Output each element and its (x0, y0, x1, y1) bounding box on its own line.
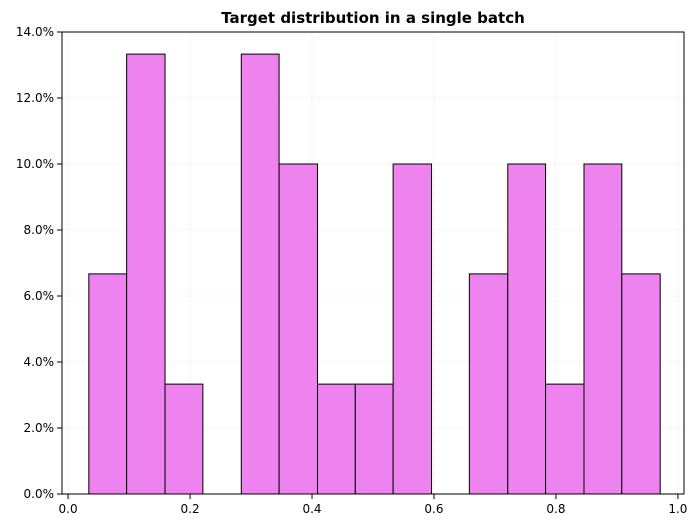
histogram-bar-5 (278, 163, 319, 495)
histogram-bar-11 (507, 163, 547, 495)
histogram-bar-2 (164, 383, 204, 495)
histogram-bar-8 (392, 163, 433, 495)
x-tick-label-3: 0.6 (424, 502, 443, 516)
y-tick-label-4: 8.0% (24, 223, 55, 237)
x-axis-ticks: 0.0 0.2 0.4 0.6 0.8 1.0 (59, 494, 687, 516)
y-axis-ticks: 0.0% 2.0% 4.0% 6.0% 8.0% 10.0% 12.0% 14.0% (16, 25, 62, 501)
y-tick-label-1: 2.0% (24, 421, 55, 435)
y-tick-label-6: 12.0% (16, 91, 54, 105)
x-tick-label-5: 1.0 (668, 502, 687, 516)
histogram-bar-12 (545, 383, 585, 495)
bars-layer (88, 53, 661, 495)
y-tick-label-7: 14.0% (16, 25, 54, 39)
histogram-bar-0 (88, 273, 128, 495)
plot-frame (61, 31, 685, 495)
histogram-bar-7 (354, 383, 394, 495)
histogram-bar-13 (583, 163, 623, 495)
x-tick-label-2: 0.4 (302, 502, 321, 516)
x-tick-label-0: 0.0 (59, 502, 78, 516)
chart-title: Target distribution in a single batch (221, 9, 525, 27)
y-tick-label-2: 4.0% (24, 355, 55, 369)
x-tick-label-4: 0.8 (546, 502, 565, 516)
histogram-bar-14 (621, 273, 661, 495)
x-tick-label-1: 0.2 (181, 502, 200, 516)
histogram-bar-4 (240, 53, 280, 495)
y-tick-label-3: 6.0% (24, 289, 55, 303)
histogram-bar-10 (468, 273, 509, 495)
y-tick-label-5: 10.0% (16, 157, 54, 171)
histogram-bar-6 (317, 383, 356, 495)
y-tick-label-0: 0.0% (24, 487, 55, 501)
histogram-bar-1 (126, 53, 166, 495)
